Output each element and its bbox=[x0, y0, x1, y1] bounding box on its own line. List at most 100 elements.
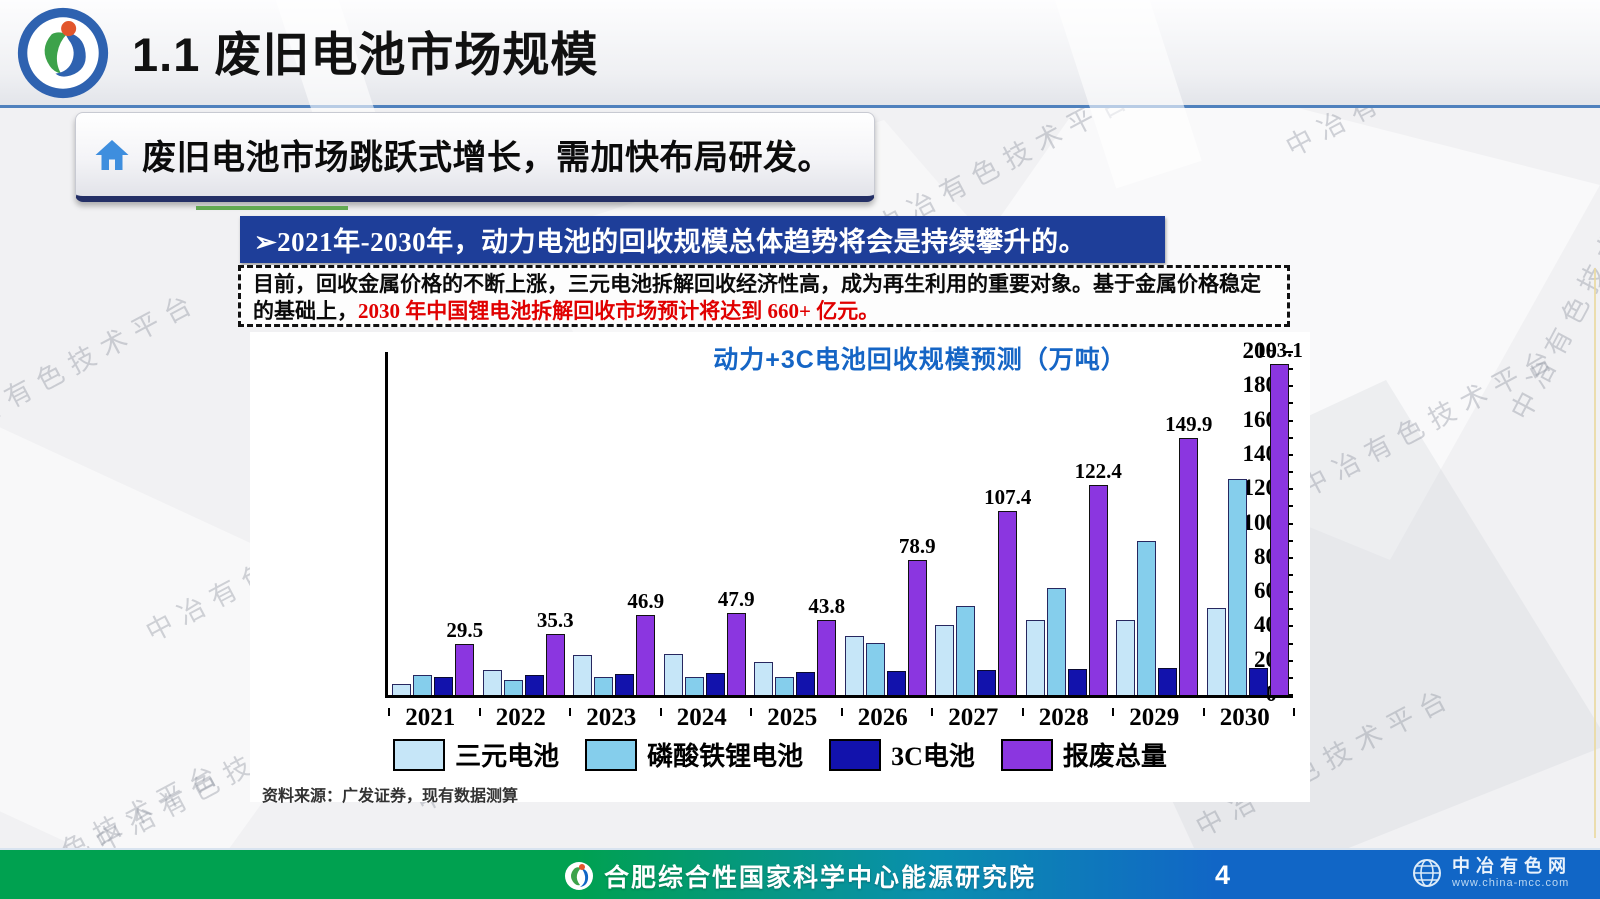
legend-label: 三元电池 bbox=[455, 742, 560, 771]
bar-group-2024: 47.9 bbox=[660, 352, 755, 695]
headline-text: 废旧电池市场跳跃式增长，需加快布局研发。 bbox=[142, 139, 832, 177]
legend-swatch bbox=[1000, 738, 1053, 771]
institute-logo-icon bbox=[17, 7, 109, 99]
headline-box: 废旧电池市场跳跃式增长，需加快布局研发。 bbox=[75, 112, 875, 202]
plot-area: 020406080100120140160180200 29.535.346.9… bbox=[385, 338, 1303, 716]
x-axis-label: 2030 bbox=[1219, 704, 1270, 731]
legend-item-磷酸铁锂电池: 磷酸铁锂电池 bbox=[585, 736, 803, 773]
x-axis-label: 2029 bbox=[1129, 704, 1180, 731]
bar-group-2023: 46.9 bbox=[569, 352, 664, 695]
bar-磷酸铁锂电池-2021 bbox=[413, 675, 433, 695]
footer-center: 合肥综合性国家科学中心能源研究院 bbox=[0, 850, 1600, 899]
bar-3C电池-2024 bbox=[705, 672, 725, 695]
bar-group-2028: 122.4 bbox=[1022, 352, 1122, 695]
watermark-text: 中冶有色技术平台 bbox=[1295, 340, 1565, 503]
value-label: 47.9 bbox=[717, 586, 755, 611]
footer-organization: 合肥综合性国家科学中心能源研究院 bbox=[603, 863, 1036, 892]
note-highlight-text: 2030 年中国锂电池拆解回收市场预计将达到 660+ 亿元。 bbox=[358, 299, 880, 324]
bar-3C电池-2028 bbox=[1067, 669, 1087, 695]
bar-3C电池-2026 bbox=[886, 671, 906, 695]
value-label: 122.4 bbox=[1074, 459, 1122, 484]
bar-报废总量-2021: 29.5 bbox=[446, 618, 483, 695]
legend-label: 3C电池 bbox=[891, 742, 975, 771]
chart-legend: 三元电池 磷酸铁锂电池 3C电池 报废总量 bbox=[250, 736, 1310, 773]
x-axis-ticks bbox=[388, 695, 1295, 716]
bar-报废总量-2025: 43.8 bbox=[808, 594, 845, 695]
value-label: 29.5 bbox=[446, 618, 484, 643]
header-streak bbox=[1048, 0, 1202, 189]
bar-3C电池-2021 bbox=[434, 677, 454, 695]
bar-group-2030: 193.1 bbox=[1203, 338, 1303, 695]
legend-label: 磷酸铁锂电池 bbox=[647, 742, 804, 771]
bar-三元电池-2027 bbox=[935, 624, 955, 695]
legend-item-报废总量: 报废总量 bbox=[1000, 736, 1167, 773]
bar-磷酸铁锂电池-2022 bbox=[503, 679, 523, 695]
x-axis-tick bbox=[569, 708, 571, 716]
footer-org-logo-icon bbox=[564, 861, 593, 890]
x-axis-tick bbox=[1293, 708, 1295, 716]
x-axis-label: 2023 bbox=[586, 704, 637, 731]
x-axis-tick bbox=[388, 708, 390, 716]
legend-swatch bbox=[585, 738, 638, 771]
x-axis-label: 2024 bbox=[676, 704, 727, 731]
page-title: 1.1 废旧电池市场规模 bbox=[132, 28, 599, 81]
key-point-text: ➢2021年-2030年，动力电池的回收规模总体趋势将会是持续攀升的。 bbox=[254, 227, 1087, 257]
x-axis-label: 2025 bbox=[767, 704, 818, 731]
bar-三元电池-2024 bbox=[663, 653, 683, 695]
bar-3C电池-2029 bbox=[1158, 668, 1178, 695]
x-axis-tick bbox=[750, 708, 752, 716]
value-label: 78.9 bbox=[898, 533, 936, 558]
bar-磷酸铁锂电池-2025 bbox=[775, 677, 795, 695]
bar-报废总量-2027: 107.4 bbox=[984, 485, 1031, 695]
bar-报废总量-2030: 193.1 bbox=[1256, 338, 1303, 695]
footer-site: 中冶有色网 www.china-mcc.com bbox=[1410, 856, 1572, 890]
globe-icon bbox=[1413, 859, 1441, 887]
chart-title: 动力+3C电池回收规模预测（万吨） bbox=[713, 346, 1127, 374]
x-axis-label: 2026 bbox=[857, 704, 908, 731]
bar-三元电池-2026 bbox=[844, 635, 864, 695]
bar-磷酸铁锂电池-2023 bbox=[594, 677, 614, 695]
bar-磷酸铁锂电池-2026 bbox=[865, 642, 885, 695]
x-axis-tick bbox=[1112, 708, 1114, 716]
bar-三元电池-2025 bbox=[754, 661, 774, 695]
value-label: 107.4 bbox=[984, 484, 1032, 509]
x-axis-tick bbox=[840, 708, 843, 716]
bar-3C电池-2023 bbox=[615, 674, 635, 695]
chart-panel: 动力+3C电池回收规模预测（万吨） 0204060801001201401601… bbox=[250, 332, 1310, 805]
value-label: 193.1 bbox=[1255, 337, 1303, 362]
bar-group-2026: 78.9 bbox=[841, 352, 936, 695]
y-axis-label: 200 bbox=[1242, 338, 1278, 363]
bar-三元电池-2023 bbox=[573, 654, 593, 695]
slide-header: 1.1 废旧电池市场规模 bbox=[0, 0, 1600, 189]
value-label: 46.9 bbox=[627, 588, 665, 613]
value-label: 35.3 bbox=[536, 608, 574, 633]
legend-item-三元电池: 三元电池 bbox=[393, 736, 559, 773]
legend-swatch bbox=[393, 738, 446, 771]
watermark-text: 中冶有色技术平台 bbox=[1505, 156, 1600, 425]
bar-报废总量-2023: 46.9 bbox=[627, 589, 664, 695]
source-note: 资料来源：广发证券，现有数据测算 bbox=[262, 788, 519, 805]
bar-磷酸铁锂电池-2024 bbox=[684, 677, 704, 695]
bar-group-2021: 29.5 bbox=[388, 352, 483, 695]
bar-3C电池-2027 bbox=[977, 670, 997, 695]
x-axis-labels: 2021 2022 2023 2024 2025 2026 2027 2028 2029 2030 bbox=[385, 704, 1290, 732]
x-axis-tick bbox=[1202, 708, 1205, 716]
bar-磷酸铁锂电池-2030 bbox=[1227, 478, 1247, 695]
bar-3C电池-2022 bbox=[524, 675, 544, 695]
bar-3C电池-2025 bbox=[796, 671, 816, 695]
right-edge-accent bbox=[1594, 268, 1596, 838]
x-axis-label: 2021 bbox=[405, 704, 456, 731]
bar-group-2027: 107.4 bbox=[931, 352, 1031, 695]
bar-磷酸铁锂电池-2027 bbox=[956, 605, 976, 695]
legend-item-3C电池: 3C电池 bbox=[829, 736, 975, 773]
note-text: 目前，回收金属价格的不断上涨，三元电池拆解回收经济性高，成为再生利用的重要对象。… bbox=[253, 272, 1261, 324]
note-box: 目前，回收金属价格的不断上涨，三元电池拆解回收经济性高，成为再生利用的重要对象。… bbox=[238, 265, 1290, 327]
x-axis-label: 2028 bbox=[1038, 704, 1089, 731]
legend-swatch bbox=[829, 738, 882, 771]
bar-三元电池-2021 bbox=[392, 683, 412, 695]
legend-label: 报废总量 bbox=[1062, 742, 1167, 771]
bar-报废总量-2024: 47.9 bbox=[718, 587, 755, 695]
x-axis-label: 2022 bbox=[495, 704, 546, 731]
bar-group-2029: 149.9 bbox=[1112, 352, 1212, 695]
